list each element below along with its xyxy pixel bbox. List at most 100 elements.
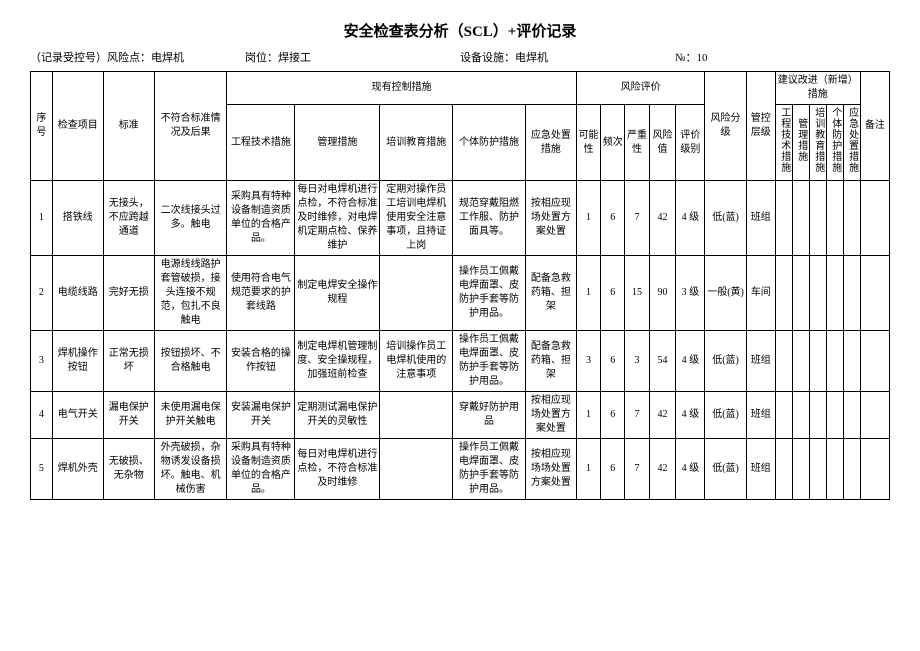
table-row: 2电缆线路完好无损电源线线路护套管破损，接头连接不规范，包扎不良触电使用符合电气…: [31, 256, 890, 331]
table-cell: [843, 181, 860, 256]
table-cell: 无接头，不应跨越通道: [103, 181, 154, 256]
table-cell: 1: [31, 181, 53, 256]
table-cell: 车间: [746, 256, 775, 331]
meta-post: 岗位：焊接工: [245, 49, 460, 65]
table-cell: 4 级: [676, 331, 705, 392]
table-cell: [775, 439, 792, 500]
h-existing: 现有控制措施: [227, 72, 576, 105]
table-cell: 按相应现场场处置方案处置: [525, 439, 576, 500]
table-row: 3焊机操作按钮正常无损坏按钮损坏、不合格触电安装合格的操作按钮制定电焊机管理制度…: [31, 331, 890, 392]
h-item: 检查项目: [52, 72, 103, 181]
table-cell: 使用符合电气规范要求的护套线路: [227, 256, 295, 331]
table-cell: 1: [576, 181, 600, 256]
table-cell: 操作员工佩戴电焊面罩、皮防护手套等防护用品。: [453, 439, 526, 500]
h-suggest: 建议改进（新增）措施: [775, 72, 860, 105]
table-cell: 规范穿戴阻燃工作服、防护面具等。: [453, 181, 526, 256]
table-cell: 低(蓝): [705, 392, 746, 439]
table-cell: [792, 256, 809, 331]
meta-record: （记录受控号）风险点：电焊机: [30, 49, 245, 65]
table-cell: 按相应现场处置方案处置: [525, 392, 576, 439]
table-cell: 按钮损坏、不合格触电: [154, 331, 227, 392]
table-cell: 7: [625, 181, 649, 256]
table-cell: 3 级: [676, 256, 705, 331]
table-cell: [775, 256, 792, 331]
table-cell: [380, 439, 453, 500]
table-cell: 安装合格的操作按钮: [227, 331, 295, 392]
table-cell: [775, 331, 792, 392]
h-mgmt: 管理措施: [295, 105, 380, 181]
h-p: 可能性: [576, 105, 600, 181]
table-cell: 1: [576, 392, 600, 439]
table-cell: 外壳破损，杂物诱发设备损坏。触电、机械伤害: [154, 439, 227, 500]
table-cell: [826, 256, 843, 331]
table-cell: [775, 181, 792, 256]
table-cell: 操作员工佩戴电焊面罩、皮防护手套等防护用品。: [453, 256, 526, 331]
h-seq: 序号: [31, 72, 53, 181]
table-cell: [826, 439, 843, 500]
table-cell: 正常无损坏: [103, 331, 154, 392]
table-cell: [860, 439, 889, 500]
table-cell: 4 级: [676, 181, 705, 256]
table-cell: 7: [625, 392, 649, 439]
table-cell: [809, 331, 826, 392]
h-eng: 工程技术措施: [227, 105, 295, 181]
table-cell: 班组: [746, 439, 775, 500]
table-cell: [843, 331, 860, 392]
table-cell: 6: [601, 331, 625, 392]
table-cell: 5: [31, 439, 53, 500]
table-cell: 每日对电焊机进行点检，不符合标准及时维修，对电焊机定期点检、保养维护: [295, 181, 380, 256]
table-row: 4电气开关漏电保护开关未使用漏电保护开关触电安装漏电保护开关定期测试漏电保护开关…: [31, 392, 890, 439]
table-cell: 6: [601, 181, 625, 256]
table-cell: 焊机外壳: [52, 439, 103, 500]
table-cell: [809, 256, 826, 331]
table-cell: [860, 331, 889, 392]
table-cell: 操作员工佩戴电焊面罩、皮防护手套等防护用品。: [453, 331, 526, 392]
table-cell: [826, 181, 843, 256]
table-cell: 班组: [746, 392, 775, 439]
table-cell: 低(蓝): [705, 181, 746, 256]
table-cell: [380, 392, 453, 439]
meta-no: №：10: [675, 49, 890, 65]
table-cell: 3: [576, 331, 600, 392]
table-cell: 42: [649, 439, 676, 500]
h-smgmt: 管理措施: [792, 105, 809, 181]
table-cell: [792, 392, 809, 439]
h-f: 频次: [601, 105, 625, 181]
h-r: 风险值: [649, 105, 676, 181]
table-cell: 班组: [746, 181, 775, 256]
table-cell: 安装漏电保护开关: [227, 392, 295, 439]
table-cell: 15: [625, 256, 649, 331]
h-note: 备注: [860, 72, 889, 181]
page-title: 安全检查表分析（SCL）+评价记录: [30, 20, 890, 41]
h-std: 标准: [103, 72, 154, 181]
meta-equip: 设备设施：电焊机: [460, 49, 675, 65]
table-cell: 配备急救药箱、担架: [525, 256, 576, 331]
table-cell: 漏电保护开关: [103, 392, 154, 439]
table-cell: [792, 181, 809, 256]
table-cell: [860, 256, 889, 331]
table-cell: 低(蓝): [705, 331, 746, 392]
h-semer: 应急处置措施: [843, 105, 860, 181]
table-cell: 配备急救药箱、担架: [525, 331, 576, 392]
table-cell: [843, 392, 860, 439]
table-cell: 电源线线路护套管破损，接头连接不规范，包扎不良触电: [154, 256, 227, 331]
table-cell: 3: [31, 331, 53, 392]
table-cell: 54: [649, 331, 676, 392]
table-cell: 4 级: [676, 392, 705, 439]
table-row: 1搭铁线无接头，不应跨越通道二次线接头过多。触电采购具有特种设备制造资质单位的合…: [31, 181, 890, 256]
h-non: 不符合标准情况及后果: [154, 72, 227, 181]
table-cell: 42: [649, 181, 676, 256]
h-strain: 培训教育措施: [809, 105, 826, 181]
table-cell: [843, 439, 860, 500]
h-train: 培训教育措施: [380, 105, 453, 181]
table-cell: 焊机操作按钮: [52, 331, 103, 392]
h-s: 严重性: [625, 105, 649, 181]
table-cell: [826, 331, 843, 392]
h-rcls: 风险分级: [705, 72, 746, 181]
table-cell: 3: [625, 331, 649, 392]
table-cell: 90: [649, 256, 676, 331]
table-cell: [809, 181, 826, 256]
table-cell: 定期对操作员工培训电焊机使用安全注意事项，且持证上岗: [380, 181, 453, 256]
table-cell: 无破损、无杂物: [103, 439, 154, 500]
table-body: 1搭铁线无接头，不应跨越通道二次线接头过多。触电采购具有特种设备制造资质单位的合…: [31, 181, 890, 500]
